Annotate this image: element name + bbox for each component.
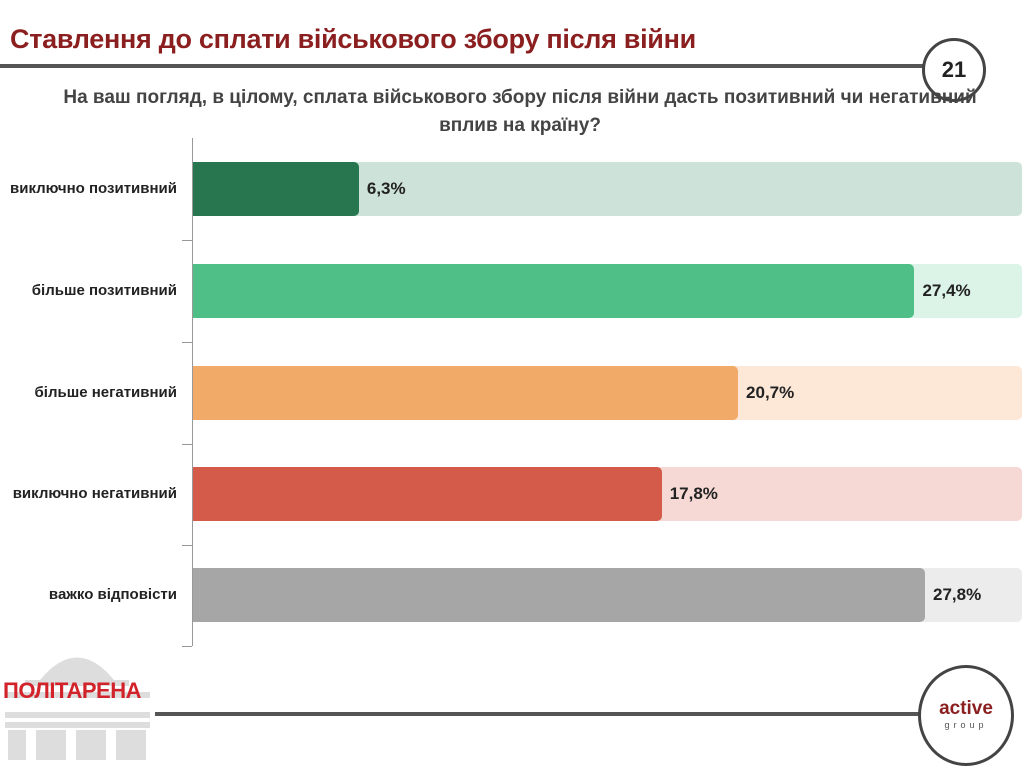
data-label: 20,7%: [746, 383, 795, 402]
axis-tick: [182, 444, 192, 445]
bar: [193, 366, 739, 420]
footer-divider: [155, 712, 925, 716]
header-divider: [0, 64, 925, 68]
category-axis: [192, 138, 193, 646]
bar: [193, 264, 915, 318]
axis-tick: [182, 342, 192, 343]
logo-text-group: group: [944, 720, 988, 730]
bar: [193, 467, 662, 521]
data-label: 6,3%: [366, 179, 406, 198]
bar: [193, 568, 925, 622]
chart-title: На ваш погляд, в цілому, сплата військов…: [63, 87, 977, 136]
category-label: важко відповісти: [48, 586, 177, 603]
bar: [193, 162, 359, 216]
politarena-logo-text: ПОЛІТАРЕНА: [3, 678, 142, 703]
parliament-logo-icon: [5, 657, 150, 760]
category-label: виключно позитивний: [10, 180, 177, 197]
axis-tick: [182, 646, 192, 647]
data-label: 27,4%: [922, 281, 971, 300]
page-title: Ставлення до сплати військового збору пі…: [10, 24, 696, 54]
active-group-logo: active group: [918, 665, 1014, 766]
logo-text-active: active: [939, 698, 993, 719]
category-label: виключно негативний: [12, 485, 177, 502]
category-label: більше негативний: [34, 384, 177, 401]
axis-tick: [182, 240, 192, 241]
page-number: 21: [922, 38, 986, 102]
data-label: 27,8%: [933, 585, 982, 604]
category-label: більше позитивний: [31, 282, 177, 299]
axis-tick: [182, 545, 192, 546]
data-label: 17,8%: [669, 484, 718, 503]
